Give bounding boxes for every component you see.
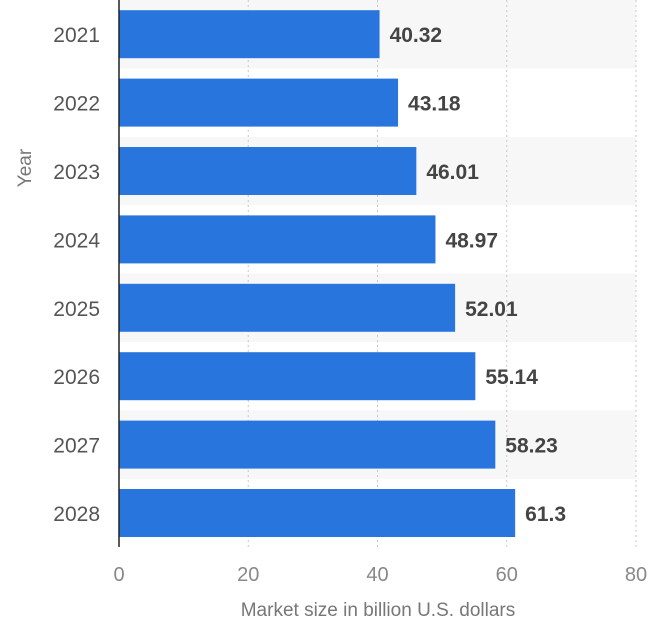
bar-value-label: 43.18 — [408, 93, 461, 116]
bars — [119, 10, 516, 537]
bar — [119, 215, 436, 264]
x-tick-label: 20 — [237, 564, 259, 586]
category-labels: 2021 2022 2023 2024 2025 2026 2027 2028 — [53, 24, 100, 526]
bar-value-label: 46.01 — [426, 161, 479, 184]
bar — [119, 10, 380, 59]
value-labels: 40.32 43.18 46.01 48.97 52.01 55.14 58.23 61.3 — [390, 24, 566, 526]
x-axis-title: Market size in billion U.S. dollars — [241, 600, 516, 621]
category-label: 2022 — [53, 93, 100, 116]
bar — [119, 147, 417, 195]
x-tick-labels: 0 20 40 60 80 — [113, 564, 647, 586]
x-tick-label: 40 — [366, 564, 388, 586]
bar-value-label: 48.97 — [445, 229, 498, 252]
bar — [119, 283, 456, 332]
category-label: 2025 — [53, 298, 100, 321]
bar — [119, 352, 476, 401]
bar-value-label: 58.23 — [505, 435, 558, 458]
category-label: 2028 — [53, 503, 100, 526]
bar — [119, 78, 399, 127]
x-tick-label: 60 — [496, 564, 518, 586]
category-label: 2024 — [53, 229, 100, 252]
category-label: 2026 — [53, 366, 100, 389]
x-tick-label: 0 — [113, 564, 124, 586]
category-label: 2027 — [53, 435, 100, 458]
bar — [119, 489, 516, 537]
bar — [119, 420, 496, 469]
x-tick-label: 80 — [625, 564, 647, 586]
bar-value-label: 61.3 — [525, 503, 566, 526]
category-label: 2021 — [53, 24, 100, 47]
bar-value-label: 52.01 — [465, 298, 518, 321]
bar-value-label: 40.32 — [390, 24, 443, 47]
category-label: 2023 — [53, 161, 100, 184]
bar-value-label: 55.14 — [485, 366, 538, 389]
y-axis-title: Year — [15, 148, 36, 187]
